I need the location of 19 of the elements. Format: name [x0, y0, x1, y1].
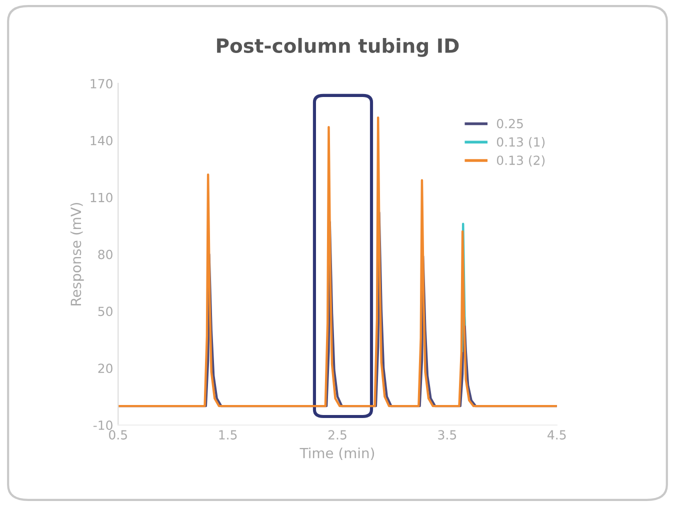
line-series — [118, 116, 557, 408]
x-tick-label: 1.5 — [219, 430, 237, 440]
y-tick-label: 110 — [90, 192, 112, 202]
y-tick-label: 140 — [90, 136, 112, 146]
y-tick-label: -10 — [93, 420, 112, 430]
x-axis-title: Time (min) — [300, 448, 374, 460]
x-tick-label: 3.5 — [438, 430, 456, 440]
x-tick-label: 2.5 — [328, 430, 346, 440]
x-tick-label: 0.5 — [109, 430, 127, 440]
chart-title: Post-column tubing ID — [217, 38, 459, 57]
y-axis-title: Response (mV) — [70, 202, 84, 306]
legend-label: 0.13 (1) — [496, 137, 545, 148]
y-tick-label: 80 — [98, 250, 112, 260]
x-tick-label: 4.5 — [548, 430, 566, 440]
y-tick-label: 20 — [98, 364, 112, 374]
y-tick-label: 50 — [98, 306, 112, 316]
y-tick-label: 170 — [90, 78, 112, 88]
legend-label: 0.25 — [496, 118, 523, 128]
legend-label: 0.13 (2) — [496, 155, 545, 166]
